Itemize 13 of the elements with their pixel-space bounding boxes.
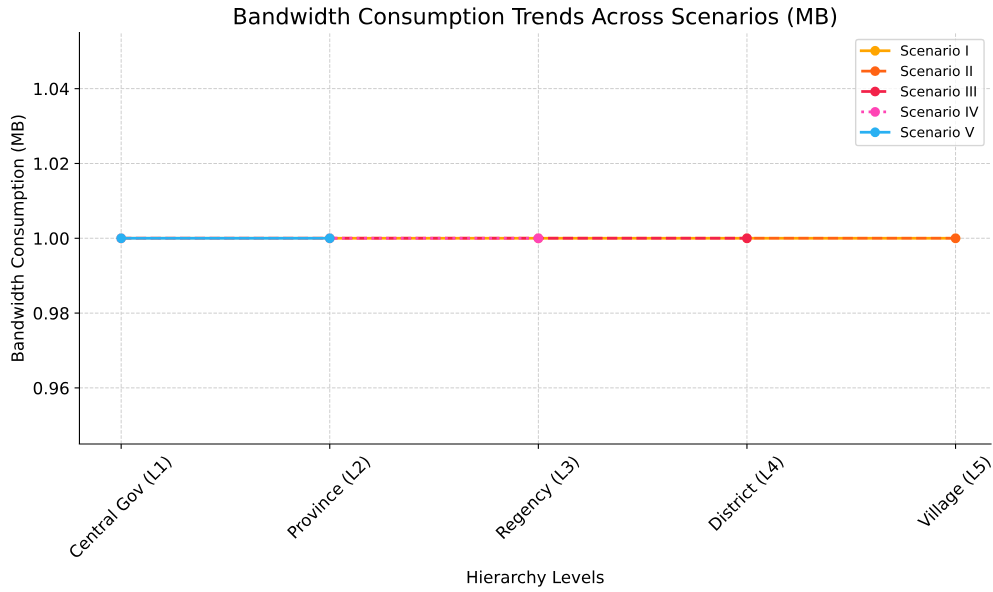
y-tick-label: 1.00 <box>34 232 69 245</box>
y-tick-label: 1.02 <box>34 157 68 170</box>
legend-label: Scenario II <box>901 65 972 76</box>
legend-label: Scenario I <box>901 45 968 56</box>
x-axis-title: Hierarchy Levels <box>468 570 604 587</box>
chart-title: Bandwidth Consumption Trends Across Scenarios (MB) <box>234 7 836 29</box>
y-tick-label: 0.96 <box>34 382 69 394</box>
legend-label: Scenario IV <box>901 106 978 117</box>
y-tick-label: 1.04 <box>34 82 69 96</box>
legend-label: Scenario III <box>901 86 976 97</box>
y-tick-label: 0.98 <box>34 307 69 320</box>
y-axis-title: Bandwidth Consumption (MB) <box>10 115 28 361</box>
legend-label: Scenario V <box>901 126 974 138</box>
